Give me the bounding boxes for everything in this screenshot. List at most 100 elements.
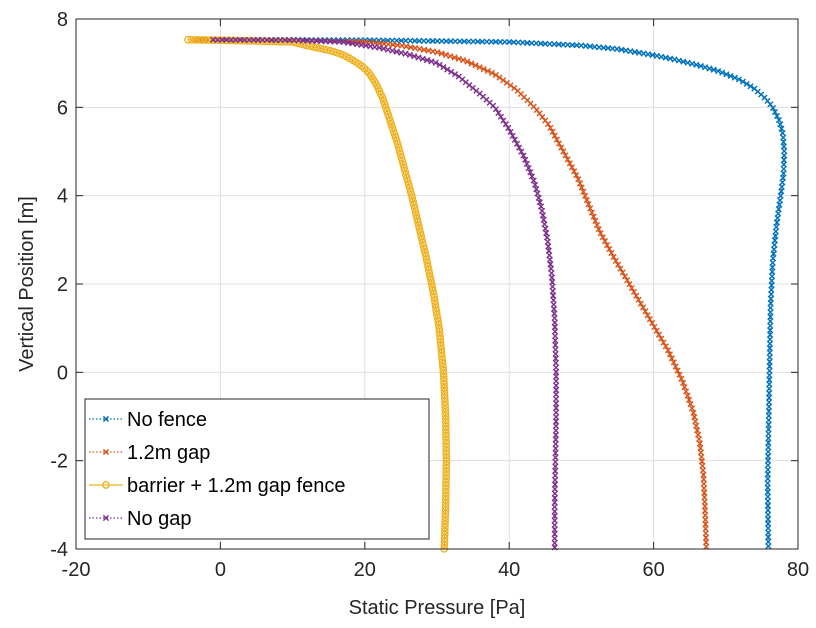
- data-point: [549, 128, 556, 135]
- data-point: [430, 293, 438, 302]
- data-point: [582, 192, 589, 199]
- data-point: [424, 266, 433, 274]
- data-point: [326, 46, 335, 55]
- x-tick-label: -20: [62, 559, 91, 581]
- data-point: [778, 125, 785, 132]
- data-point: [418, 235, 426, 244]
- data-point: [422, 255, 431, 264]
- data-point: [503, 79, 510, 86]
- data-point: [655, 331, 663, 338]
- data-point: [523, 160, 530, 167]
- data-point: [484, 67, 491, 75]
- data-point: [537, 203, 545, 210]
- data-point: [588, 209, 596, 216]
- data-point: [621, 273, 629, 280]
- data-point: [551, 517, 558, 524]
- data-point: [697, 62, 704, 70]
- data-point: [415, 225, 424, 233]
- data-point: [558, 144, 565, 151]
- data-point: [653, 327, 660, 334]
- data-point: [522, 156, 529, 163]
- data-point: [451, 71, 459, 78]
- x-tick-label: 0: [215, 559, 226, 581]
- legend-item: barrier + 1.2m gap fence: [89, 475, 345, 497]
- data-point: [433, 310, 441, 319]
- legend-box: [84, 398, 430, 540]
- data-point: [389, 47, 396, 54]
- data-point: [664, 347, 672, 354]
- data-point: [273, 37, 280, 44]
- data-point: [551, 535, 558, 542]
- data-point: [264, 36, 271, 44]
- y-tick-label: -4: [50, 539, 68, 561]
- data-point: [543, 229, 550, 237]
- data-point: [539, 212, 546, 219]
- legend-item: 1.2m gap: [89, 442, 210, 464]
- data-point: [405, 184, 414, 193]
- data-point: [668, 355, 675, 362]
- data-point: [480, 66, 487, 73]
- data-point: [513, 140, 521, 147]
- data-point: [250, 36, 257, 44]
- data-point: [444, 66, 451, 73]
- data-point: [635, 296, 642, 303]
- data-point: [429, 48, 436, 55]
- data-point: [383, 107, 391, 115]
- data-point: [678, 375, 685, 382]
- data-point: [500, 117, 507, 124]
- data-point: [407, 191, 416, 199]
- data-point: [676, 371, 683, 378]
- data-point: [416, 45, 423, 53]
- data-point: [511, 136, 518, 143]
- data-point: [681, 384, 688, 391]
- data-point: [417, 232, 425, 240]
- data-point: [617, 265, 624, 272]
- data-point: [551, 499, 558, 506]
- data-point: [595, 226, 602, 233]
- data-point: [693, 422, 700, 429]
- legend-marker: [102, 448, 110, 456]
- data-point: [282, 37, 289, 44]
- data-point: [384, 46, 392, 53]
- data-point: [551, 503, 558, 511]
- data-point: [384, 110, 392, 119]
- data-point: [541, 221, 548, 228]
- data-point: [580, 188, 587, 195]
- data-point: [404, 177, 412, 186]
- data-point: [419, 55, 426, 62]
- data-point: [387, 120, 396, 129]
- data-point: [775, 116, 783, 124]
- data-point: [406, 187, 415, 196]
- data-point: [410, 201, 418, 210]
- data-point: [423, 57, 431, 64]
- data-point: [413, 214, 421, 223]
- data-point: [731, 74, 738, 81]
- data-point: [555, 140, 563, 147]
- data-point: [426, 273, 434, 281]
- data-point: [393, 48, 400, 55]
- data-point: [660, 339, 667, 346]
- data-point: [532, 181, 539, 188]
- legend-label: barrier + 1.2m gap fence: [127, 475, 345, 497]
- data-point: [590, 213, 597, 220]
- data-point: [502, 121, 509, 128]
- data-point: [553, 382, 560, 389]
- series-4: [210, 36, 560, 551]
- data-point: [610, 253, 617, 261]
- data-point: [426, 276, 435, 285]
- data-point: [438, 50, 445, 57]
- data-point: [451, 54, 458, 61]
- data-point: [400, 164, 409, 172]
- data-point: [553, 373, 560, 380]
- data-point: [624, 277, 631, 284]
- data-point: [658, 53, 665, 60]
- data-point: [642, 308, 649, 315]
- data-point: [411, 208, 420, 216]
- data-point: [406, 51, 413, 58]
- data-point: [735, 76, 743, 83]
- data-point: [573, 172, 580, 179]
- data-point: [542, 225, 549, 232]
- data-point: [379, 97, 388, 105]
- data-point: [496, 74, 503, 81]
- data-point: [414, 221, 423, 230]
